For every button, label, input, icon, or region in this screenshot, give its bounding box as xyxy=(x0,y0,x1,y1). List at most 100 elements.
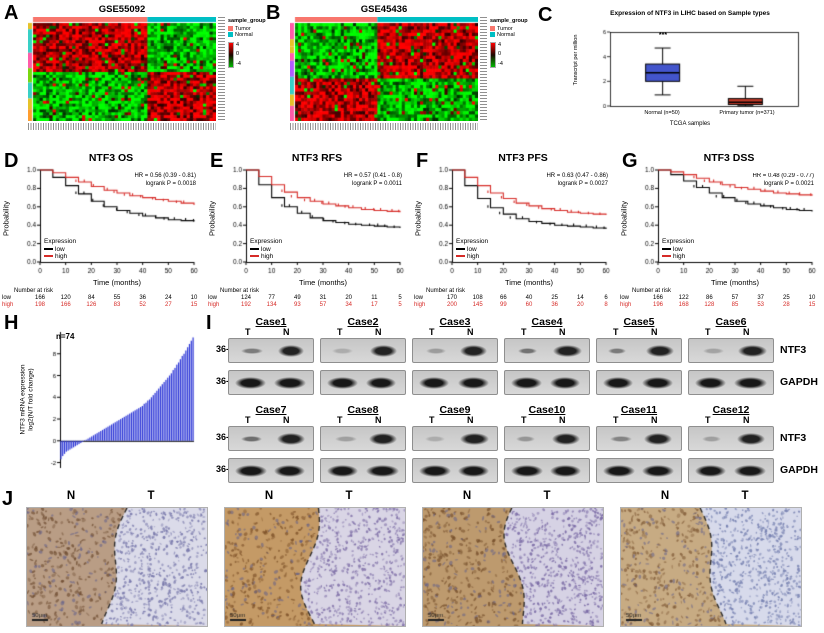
panel-e-label: E xyxy=(210,150,224,172)
heatmap-col-labels xyxy=(290,123,478,130)
lane-label-t: T xyxy=(429,327,435,337)
legend-title: sample_group xyxy=(490,18,528,24)
significance-stars: *** xyxy=(658,32,668,39)
lane-label-t: T xyxy=(613,327,619,337)
risk-row-high: high 192 134 93 57 34 17 5 xyxy=(206,302,412,309)
protein-band xyxy=(366,377,397,389)
risk-count: 120 xyxy=(60,295,71,301)
risk-count: 166 xyxy=(34,295,46,301)
risk-count: 49 xyxy=(293,295,301,301)
waterfall-ylabel: NTF3 mRNA expression log2(N/T fold chang… xyxy=(20,325,35,475)
protein-band xyxy=(607,348,626,354)
lane-label-t: T xyxy=(245,415,251,425)
risk-count: 27 xyxy=(164,301,172,308)
panel-i-western-blots: 36- NTF3 36- GAPDH Case1 T N Case2 T N Case3 T N Case… xyxy=(216,316,824,490)
risk-count: 8 xyxy=(604,301,608,308)
protein-band xyxy=(458,465,490,477)
case-title: Case8 xyxy=(347,404,379,416)
protein-band xyxy=(518,348,537,354)
risk-count: 53 xyxy=(757,301,764,308)
protein-band xyxy=(425,348,446,354)
heatmap-col-labels xyxy=(28,123,216,130)
panel-h-waterfall: n=74 NTF3 mRNA expression log2(N/T fold … xyxy=(8,320,204,490)
risk-row-label: low xyxy=(414,295,424,301)
panel-d-km-os: D NTF3 OS Probability HR = 0.56 (0.39 - … xyxy=(0,150,206,312)
legend-item: Tumor xyxy=(490,25,526,33)
lane-label-n: N xyxy=(743,327,750,337)
case-title: Case1 xyxy=(255,316,287,328)
protein-band xyxy=(734,465,767,477)
protein-band xyxy=(734,377,767,389)
ihc-canvas xyxy=(422,507,604,627)
risk-count: 6 xyxy=(604,295,608,301)
protein-band xyxy=(460,433,489,445)
legend-title: sample_group xyxy=(228,18,266,24)
logrank-p: logrank P = 0.0011 xyxy=(352,180,402,187)
km-ylabel: Probability xyxy=(207,200,217,237)
risk-count: 15 xyxy=(190,301,198,308)
risk-count: 37 xyxy=(757,295,764,301)
km-plot-canvas xyxy=(14,166,200,278)
lane-label-t: T xyxy=(705,327,711,337)
heatmap-legend: sample_group Tumor Normal 4 0 -4 xyxy=(490,18,528,68)
km-legend: Expression low high xyxy=(44,238,76,261)
risk-count: 10 xyxy=(808,295,816,301)
protein-band xyxy=(274,377,306,389)
risk-count: 166 xyxy=(60,301,71,308)
km-plot-canvas xyxy=(220,166,406,278)
panel-b-heatmap: GSE45436 sample_group Tumor Normal 4 0 -… xyxy=(278,4,528,150)
normal-label: N xyxy=(462,490,472,502)
blot-ntf3 xyxy=(228,426,314,451)
risk-row-low: low 124 77 49 31 20 11 5 xyxy=(206,295,412,302)
protein-band xyxy=(419,465,452,477)
lane-label-t: T xyxy=(337,327,343,337)
risk-count: 200 xyxy=(446,301,458,308)
logrank-p: logrank P = 0.0027 xyxy=(557,180,608,187)
legend-label: Tumor xyxy=(497,25,513,32)
risk-count: 60 xyxy=(525,301,533,308)
protein-band xyxy=(334,436,357,442)
risk-row-label: low xyxy=(2,295,12,301)
high-swatch xyxy=(456,255,465,258)
ihc-canvas xyxy=(620,507,802,627)
risk-count: 5 xyxy=(398,301,402,308)
high-label: high xyxy=(55,253,68,260)
km-xlabel: Time (months) xyxy=(298,278,348,287)
panel-a-heatmap: GSE55092 sample_group Tumor Normal 4 0 -… xyxy=(16,4,266,150)
panel-j-label: J xyxy=(2,488,14,510)
blot-gapdh xyxy=(596,370,682,395)
protein-band xyxy=(642,377,673,389)
risk-count: 5 xyxy=(398,295,402,301)
protein-band xyxy=(552,433,581,445)
legend-label: Normal xyxy=(235,32,253,38)
color-scale-labels: 4 0 -4 xyxy=(236,42,241,68)
protein-band xyxy=(702,436,722,442)
group-label-tumor: Primary tumor (n=371) xyxy=(719,110,775,116)
boxplot-canvas xyxy=(592,24,804,108)
panel-h-label: H xyxy=(4,312,19,334)
protein-band xyxy=(274,465,305,477)
km-legend-low: low xyxy=(662,246,694,254)
panel-d-label: D xyxy=(4,150,19,172)
risk-count: 170 xyxy=(446,295,458,301)
protein-band xyxy=(366,465,399,477)
lane-label-n: N xyxy=(283,327,290,337)
risk-count: 128 xyxy=(704,301,715,308)
blot-gapdh xyxy=(228,370,314,395)
risk-count: 55 xyxy=(113,295,121,301)
panel-f-km-pfs: F NTF3 PFS Probability HR = 0.63 (0.47 -… xyxy=(412,150,618,312)
panel-g-label: G xyxy=(622,150,638,172)
legend-chip-normal xyxy=(490,32,495,37)
scale-tick: 0 xyxy=(236,51,240,58)
km-legend-low: low xyxy=(250,246,282,254)
lane-label-t: T xyxy=(613,415,619,425)
scale-tick: 0 xyxy=(498,51,502,58)
case-title: Case7 xyxy=(255,404,287,416)
low-swatch xyxy=(44,247,53,250)
km-legend-title: Expression xyxy=(456,238,489,245)
blot-ntf3 xyxy=(596,338,682,363)
low-swatch xyxy=(250,247,259,250)
blot-gapdh xyxy=(688,370,774,395)
protein-band xyxy=(368,433,397,445)
risk-row-low: low 166 120 84 55 36 24 10 xyxy=(0,295,206,302)
